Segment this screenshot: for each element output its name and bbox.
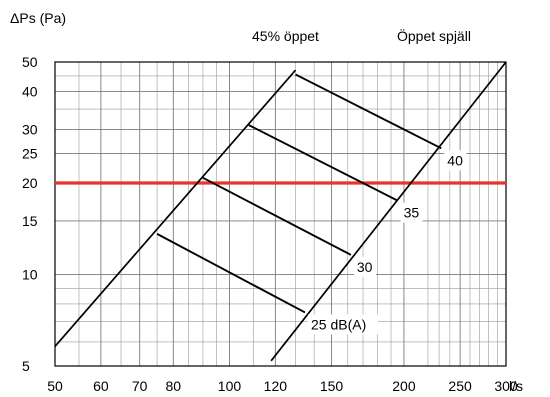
series-label-2: 25 dB(A) bbox=[311, 316, 366, 332]
x-tick-label: 150 bbox=[320, 378, 344, 394]
series-label-background bbox=[308, 314, 379, 335]
series-line-5 bbox=[295, 73, 442, 150]
series-line-4 bbox=[248, 124, 398, 202]
y-tick-label: 20 bbox=[22, 175, 38, 191]
series-label-3: 30 bbox=[357, 259, 373, 275]
x-axis-unit: l/s bbox=[509, 378, 523, 394]
y-tick-label: 10 bbox=[22, 266, 38, 282]
series-line-1 bbox=[270, 61, 507, 362]
x-tick-label: 80 bbox=[166, 378, 182, 394]
x-tick-label: 70 bbox=[132, 378, 148, 394]
series-line-2 bbox=[156, 233, 306, 314]
series-lines bbox=[54, 61, 507, 362]
x-tick-label: 300 bbox=[494, 378, 518, 394]
series-label-background bbox=[444, 150, 467, 171]
y-tick-label: 50 bbox=[22, 54, 38, 70]
series-line-3 bbox=[202, 176, 352, 256]
x-tick-label: 120 bbox=[264, 378, 288, 394]
series-labels: 25 dB(A) 30 35 40 bbox=[308, 150, 467, 335]
x-tick-label: 60 bbox=[93, 378, 109, 394]
y-tick-label: 30 bbox=[22, 121, 38, 137]
x-tick-label: 100 bbox=[218, 378, 242, 394]
series-label-background bbox=[353, 256, 376, 277]
x-tick-label: 250 bbox=[448, 378, 472, 394]
series-label-5: 40 bbox=[447, 152, 463, 168]
header-label-45-open: 45% öppet bbox=[252, 28, 319, 44]
x-axis-ticks: 50 60 70 80 100 120 150 200 250 300 bbox=[47, 378, 518, 394]
y-tick-label: 15 bbox=[22, 213, 38, 229]
x-tick-label: 50 bbox=[47, 378, 63, 394]
y-axis-label: ΔPs (Pa) bbox=[10, 10, 66, 26]
x-tick-label: 200 bbox=[392, 378, 416, 394]
plot-frame bbox=[54, 61, 507, 367]
series-line-0 bbox=[54, 69, 297, 347]
y-tick-label: 25 bbox=[22, 146, 38, 162]
y-axis-ticks: 5 10 15 20 25 30 40 50 bbox=[22, 54, 38, 374]
y-tick-label: 40 bbox=[22, 83, 38, 99]
series-label-4: 35 bbox=[404, 205, 420, 221]
y-tick-label: 5 bbox=[22, 358, 30, 374]
series-label-background bbox=[400, 202, 423, 223]
header-label-fully-open: Öppet spjäll bbox=[397, 27, 471, 44]
